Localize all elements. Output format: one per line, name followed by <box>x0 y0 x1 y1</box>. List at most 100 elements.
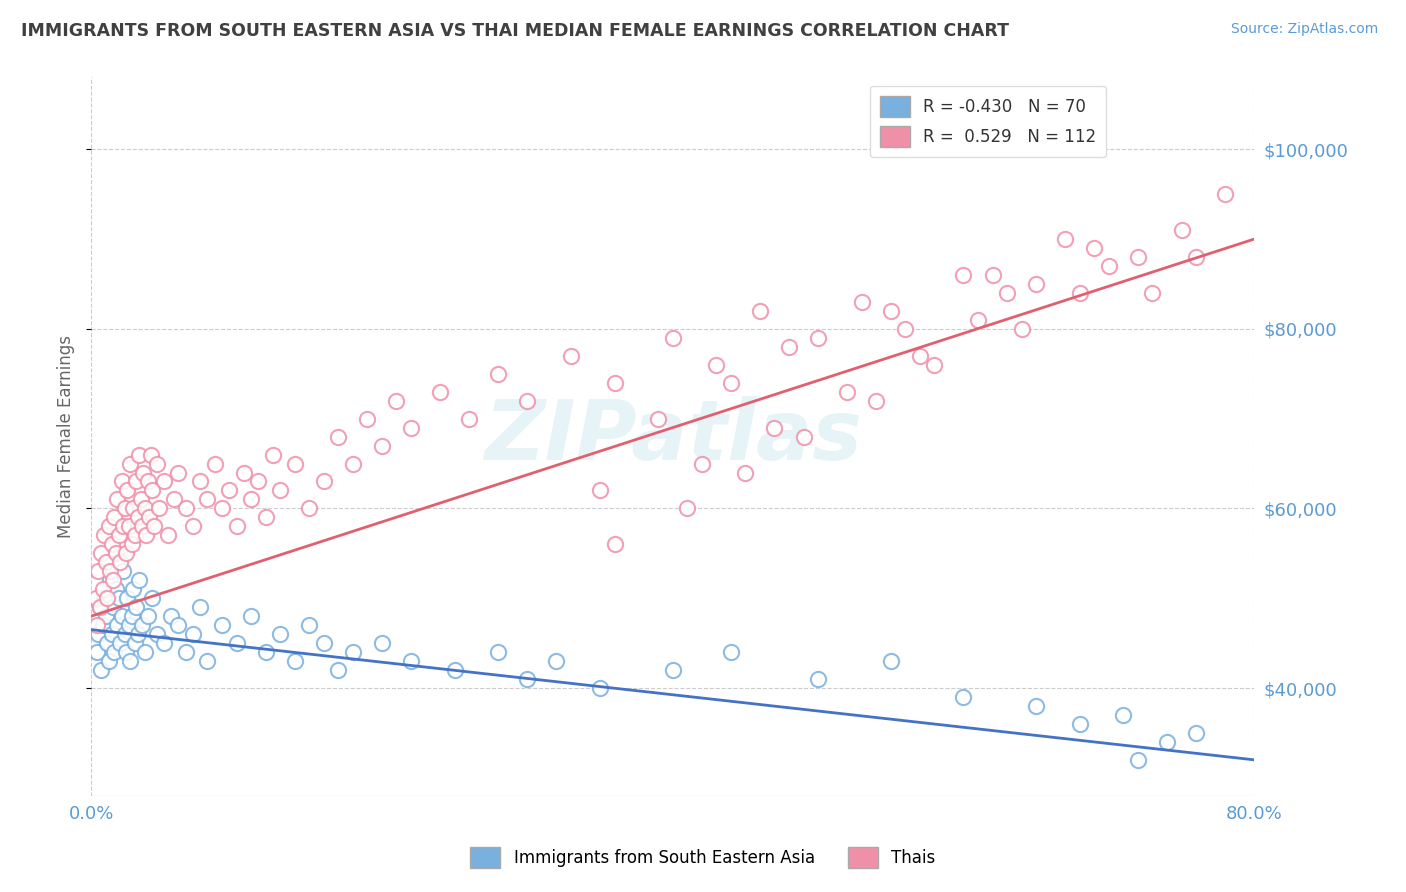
Point <box>837 384 859 399</box>
Point <box>107 528 129 542</box>
Point <box>385 393 408 408</box>
Point <box>105 492 128 507</box>
Legend: Immigrants from South Eastern Asia, Thais: Immigrants from South Eastern Asia, Thai… <box>464 840 942 875</box>
Point <box>90 663 112 677</box>
Point <box>807 331 830 345</box>
Point <box>114 627 136 641</box>
Point <box>93 528 115 542</box>
Point <box>880 654 903 668</box>
Point <box>269 483 291 498</box>
Point <box>86 645 108 659</box>
Point <box>94 609 117 624</box>
Point <box>136 475 159 489</box>
Point <box>211 618 233 632</box>
Point <box>516 672 538 686</box>
Point <box>1025 277 1047 291</box>
Point <box>952 690 974 704</box>
Point <box>429 384 451 399</box>
Point <box>114 501 136 516</box>
Point <box>118 618 141 632</box>
Point <box>763 420 786 434</box>
Point <box>1185 726 1208 740</box>
Point <box>100 537 122 551</box>
Point <box>676 501 699 516</box>
Point <box>342 457 364 471</box>
Point <box>122 582 145 597</box>
Point <box>111 609 134 624</box>
Point <box>86 618 108 632</box>
Point <box>94 555 117 569</box>
Point <box>111 475 134 489</box>
Point <box>328 429 350 443</box>
Point <box>134 501 156 516</box>
Point <box>225 636 247 650</box>
Point <box>100 627 122 641</box>
Point <box>1069 285 1091 300</box>
Point <box>136 609 159 624</box>
Point <box>160 609 183 624</box>
Point <box>589 681 612 695</box>
Point <box>120 654 142 668</box>
Point <box>103 645 125 659</box>
Point <box>87 564 110 578</box>
Point <box>880 304 903 318</box>
Point <box>312 636 335 650</box>
Point <box>603 537 626 551</box>
Point <box>647 411 669 425</box>
Point <box>284 457 307 471</box>
Point <box>128 574 150 588</box>
Point <box>121 609 143 624</box>
Point <box>118 519 141 533</box>
Point <box>181 519 204 533</box>
Point <box>298 501 321 516</box>
Point <box>96 636 118 650</box>
Point <box>101 574 124 588</box>
Point <box>167 466 190 480</box>
Point <box>124 528 146 542</box>
Point <box>153 636 176 650</box>
Point <box>1142 285 1164 300</box>
Point <box>188 475 211 489</box>
Point <box>924 358 946 372</box>
Point <box>115 546 138 560</box>
Point <box>112 519 135 533</box>
Point <box>240 609 263 624</box>
Point <box>720 645 742 659</box>
Point <box>225 519 247 533</box>
Point <box>142 519 165 533</box>
Point <box>443 663 465 677</box>
Point <box>240 492 263 507</box>
Point <box>778 340 800 354</box>
Point <box>486 367 509 381</box>
Point <box>516 393 538 408</box>
Point <box>120 457 142 471</box>
Point <box>690 457 713 471</box>
Point <box>90 546 112 560</box>
Legend: R = -0.430   N = 70, R =  0.529   N = 112: R = -0.430 N = 70, R = 0.529 N = 112 <box>870 86 1107 157</box>
Point <box>1213 187 1236 202</box>
Point <box>127 510 149 524</box>
Point <box>174 501 197 516</box>
Point <box>1170 223 1192 237</box>
Point <box>284 654 307 668</box>
Point <box>1112 708 1135 723</box>
Point <box>312 475 335 489</box>
Point <box>661 663 683 677</box>
Point <box>125 600 148 615</box>
Point <box>110 636 132 650</box>
Point <box>157 528 180 542</box>
Point <box>97 654 120 668</box>
Point <box>399 654 422 668</box>
Point <box>894 322 917 336</box>
Point <box>603 376 626 390</box>
Point <box>135 528 157 542</box>
Point <box>356 411 378 425</box>
Point <box>163 492 186 507</box>
Point <box>232 466 254 480</box>
Point <box>952 268 974 282</box>
Point <box>560 349 582 363</box>
Point <box>131 519 153 533</box>
Point <box>153 475 176 489</box>
Point <box>1054 232 1077 246</box>
Point <box>91 618 114 632</box>
